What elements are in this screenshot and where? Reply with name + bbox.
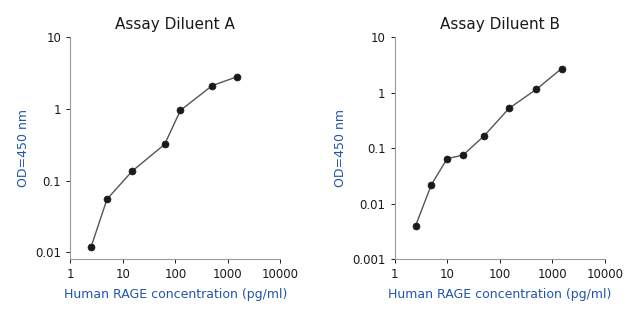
X-axis label: Human RAGE concentration (pg/ml): Human RAGE concentration (pg/ml) — [63, 288, 287, 301]
Title: Assay Diluent A: Assay Diluent A — [115, 17, 236, 32]
X-axis label: Human RAGE concentration (pg/ml): Human RAGE concentration (pg/ml) — [388, 288, 611, 301]
Title: Assay Diluent B: Assay Diluent B — [440, 17, 560, 32]
Y-axis label: OD=450 nm: OD=450 nm — [17, 109, 29, 187]
Y-axis label: OD=450 nm: OD=450 nm — [333, 109, 347, 187]
